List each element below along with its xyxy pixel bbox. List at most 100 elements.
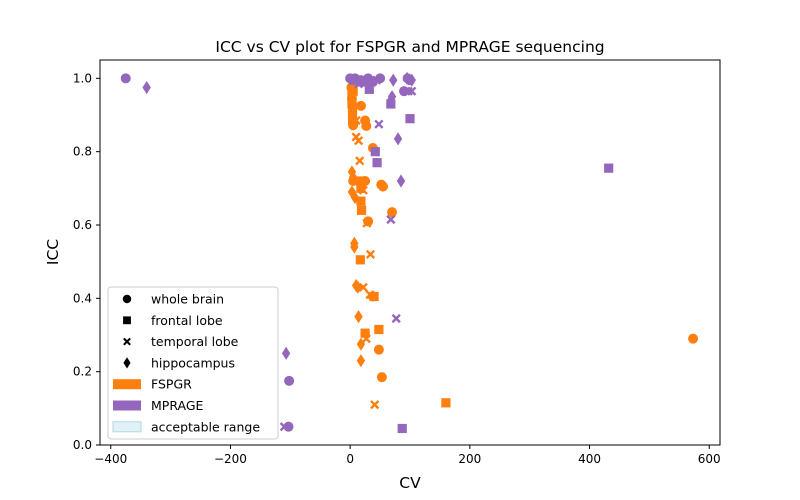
mprage-hippocampus-point <box>389 73 398 87</box>
mprage-hippocampus-point <box>142 80 151 95</box>
fspgr-temporal-lobe-point <box>355 176 365 186</box>
y-tick-label: 0.8 <box>73 145 92 159</box>
fspgr-hippocampus-point <box>356 337 366 351</box>
y-tick-label: 0.0 <box>73 438 92 452</box>
fspgr-frontal-lobe-point <box>348 86 358 96</box>
x-tick-label: 200 <box>458 452 481 466</box>
fspgr-temporal-lobe-point <box>365 290 375 300</box>
y-tick-label: 0.6 <box>73 218 92 232</box>
fspgr-whole-brain-point <box>688 333 699 344</box>
x-axis-label: CV <box>399 474 421 492</box>
fspgr-frontal-lobe-point <box>355 255 365 265</box>
mprage-temporal-lobe-point <box>407 86 417 96</box>
x-tick-label: 400 <box>578 452 601 466</box>
fspgr-temporal-lobe-point <box>365 249 376 259</box>
series-mprage <box>120 71 614 434</box>
x-tick-label: 600 <box>698 452 721 466</box>
mprage-frontal-lobe-point <box>372 158 382 168</box>
legend-marker <box>123 316 131 325</box>
fspgr-whole-brain-point <box>376 372 387 383</box>
fspgr-hippocampus-point <box>347 117 357 131</box>
mprage-temporal-lobe-point <box>374 119 384 129</box>
legend-box <box>107 286 279 440</box>
fspgr-whole-brain-point <box>373 344 384 355</box>
legend-item: FSPGR <box>113 377 192 392</box>
mprage-temporal-lobe-point <box>279 422 289 432</box>
legend-label: FSPGR <box>151 377 192 392</box>
mprage-temporal-lobe-point <box>371 75 382 85</box>
mprage-frontal-lobe-point <box>357 77 367 87</box>
chart-legend: whole brain frontal lobe temporal lobe hipp… <box>107 286 279 440</box>
fspgr-whole-brain-point <box>361 121 372 131</box>
fspgr-whole-brain-point <box>355 100 366 111</box>
fspgr-hippocampus-point <box>354 310 363 324</box>
fspgr-frontal-lobe-point <box>360 328 370 338</box>
mprage-whole-brain-point <box>284 375 295 386</box>
fspgr-hippocampus-point <box>348 170 358 184</box>
fspgr-whole-brain-point <box>378 181 389 192</box>
fspgr-temporal-lobe-point <box>355 156 365 166</box>
x-tick-label: 0 <box>346 452 354 466</box>
fspgr-whole-brain-point <box>387 207 398 218</box>
plot-area-frame <box>99 59 721 446</box>
fspgr-temporal-lobe-point <box>353 136 364 146</box>
fspgr-frontal-lobe-point <box>374 324 384 335</box>
y-tick-label: 0.2 <box>73 365 92 379</box>
chart-title: ICC vs CV plot for FSPGR and MPRAGE sequ… <box>215 38 604 56</box>
x-tick-label: −200 <box>214 452 247 466</box>
y-tick-label: 0.4 <box>73 291 92 305</box>
mprage-frontal-lobe-point <box>370 147 380 157</box>
y-axis-label: ICC <box>44 239 62 265</box>
y-tick-label: 1.0 <box>73 71 92 85</box>
legend-swatch <box>113 379 141 390</box>
fspgr-temporal-lobe-point <box>358 185 368 195</box>
fspgr-temporal-lobe-point <box>362 218 372 228</box>
mprage-hippocampus-point <box>407 73 416 87</box>
mprage-hippocampus-point <box>386 93 396 107</box>
x-tick-label: −400 <box>94 452 127 466</box>
mprage-frontal-lobe-point <box>604 163 614 173</box>
fspgr-hippocampus-point <box>356 354 366 368</box>
legend-marker <box>123 337 131 346</box>
fspgr-temporal-lobe-point <box>347 95 357 105</box>
mprage-hippocampus-point <box>281 346 291 360</box>
fspgr-hippocampus-point <box>350 240 359 254</box>
fspgr-hippocampus-point <box>347 106 357 120</box>
legend-swatch <box>112 421 142 433</box>
legend-item: whole brain <box>122 292 224 307</box>
mprage-frontal-lobe-point <box>397 423 407 434</box>
legend-label: whole brain <box>151 292 224 307</box>
fspgr-frontal-lobe-point <box>347 99 357 109</box>
legend-label: acceptable range <box>151 419 260 434</box>
fspgr-frontal-lobe-point <box>356 205 367 215</box>
legend-label: frontal lobe <box>151 313 223 328</box>
fspgr-frontal-lobe-point <box>441 398 451 408</box>
fspgr-temporal-lobe-point <box>370 400 380 410</box>
fspgr-temporal-lobe-point <box>361 334 371 344</box>
legend-item: temporal lobe <box>123 334 239 349</box>
fspgr-hippocampus-point <box>350 190 360 205</box>
legend-label: MPRAGE <box>151 398 204 413</box>
legend-swatch <box>113 400 141 411</box>
legend-label: temporal lobe <box>151 334 239 349</box>
legend-marker <box>123 357 131 369</box>
legend-marker <box>122 294 132 304</box>
mprage-whole-brain-point <box>120 73 131 84</box>
series-fspgr <box>346 82 699 410</box>
y-axis: 0.0 0.2 0.4 0.6 0.8 1.0 <box>73 71 100 452</box>
mprage-frontal-lobe-point <box>405 114 415 124</box>
fspgr-temporal-lobe-point <box>358 282 368 292</box>
legend-item: acceptable range <box>112 419 260 434</box>
legend-item: MPRAGE <box>113 398 204 413</box>
mprage-temporal-lobe-point <box>386 214 396 225</box>
fspgr-frontal-lobe-point <box>369 291 379 302</box>
mprage-frontal-lobe-point <box>364 84 374 94</box>
mprage-frontal-lobe-point <box>348 75 358 85</box>
legend-item: hippocampus <box>123 355 235 370</box>
x-axis: −400 −200 0 200 400 600 <box>94 445 721 466</box>
plot-data-layer <box>120 71 699 434</box>
mprage-temporal-lobe-point <box>353 79 364 89</box>
fspgr-hippocampus-point <box>353 280 363 294</box>
mprage-hippocampus-point <box>396 174 406 188</box>
